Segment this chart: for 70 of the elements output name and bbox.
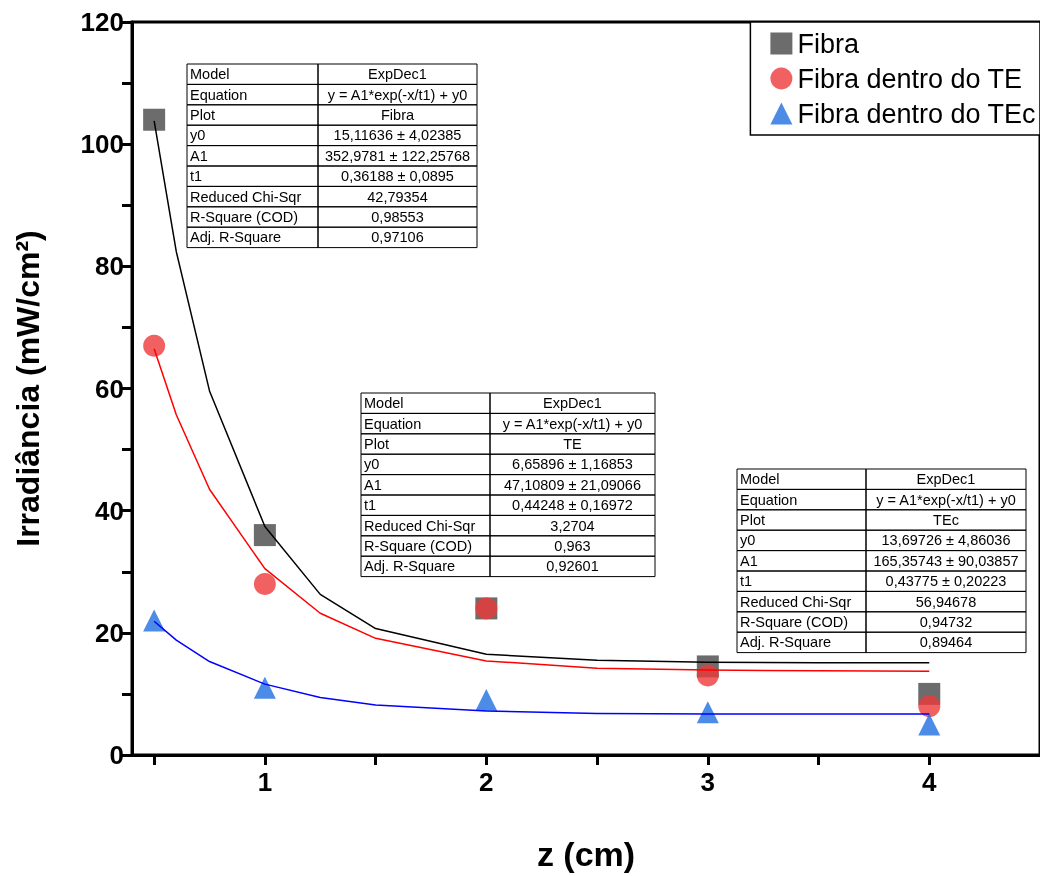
y-tick-label: 80	[95, 251, 124, 282]
annotation: R-Square (COD)	[740, 614, 848, 630]
annotation: TEc	[933, 512, 959, 528]
annotation: 42,79354	[367, 188, 428, 205]
y-tick-label: 100	[80, 129, 124, 160]
annotation: y = A1*exp(-x/t1) + y0	[876, 491, 1016, 508]
annotation: Plot	[740, 512, 765, 528]
annotation: Equation	[190, 86, 248, 103]
annotation: Reduced Chi-Sqr	[190, 188, 302, 205]
annotation: Fibra	[380, 107, 415, 123]
legend-label: Fibra	[797, 28, 860, 59]
y-tick-label: 120	[80, 7, 124, 37]
y-axis-title: Irradiância (mW/cm²)	[10, 230, 46, 547]
annotation: ExpDec1	[916, 471, 976, 488]
annotation: 0,94732	[919, 614, 973, 630]
annotation: Reduced Chi-Sqr	[364, 517, 476, 534]
y-tick-label: 20	[95, 617, 124, 648]
annotation: 47,10809 ± 21,09066	[504, 476, 641, 493]
annotation: 165,35743 ± 90,03857	[873, 552, 1019, 569]
annotation: 0,963	[554, 538, 591, 554]
annotation: TE	[563, 436, 583, 452]
annotation: y0	[190, 127, 206, 144]
annotation: y0	[740, 532, 756, 549]
annotation: ExpDec1	[543, 395, 602, 412]
annotation: Equation	[364, 415, 422, 432]
annotation: t1	[364, 497, 377, 514]
annotation: 0,98553	[371, 209, 424, 225]
annotation: 13,69726 ± 4,86036	[881, 532, 1011, 549]
annotation: y0	[364, 456, 380, 473]
annotation: Equation	[740, 491, 798, 508]
annotation: A1	[740, 552, 758, 569]
y-tick-label: 0	[109, 740, 124, 770]
annotation: 56,94678	[915, 593, 977, 610]
y-tick-label: 40	[95, 495, 124, 526]
annotation: Model	[364, 395, 404, 412]
annotation: A1	[364, 476, 382, 493]
annotation: Plot	[364, 436, 389, 452]
x-tick-label: 1	[257, 767, 273, 797]
annotation: Adj. R-Square	[740, 634, 832, 651]
annotation: 0,89464	[919, 634, 973, 651]
legend-label: Fibra dentro do TEc	[797, 98, 1036, 129]
annotation: Adj. R-Square	[364, 558, 456, 575]
annotation: 0,43775 ± 0,20223	[885, 573, 1007, 590]
annotation: 6,65896 ± 1,16853	[512, 456, 633, 473]
annotation: A1	[190, 147, 208, 164]
y-tick-label: 60	[95, 373, 124, 404]
annotation: 352,9781 ± 122,25768	[324, 147, 471, 164]
annotation: Reduced Chi-Sqr	[740, 593, 852, 610]
annotation: 3,2704	[550, 517, 595, 534]
annotation: R-Square (COD)	[364, 538, 472, 554]
x-axis-title: z (cm)	[536, 835, 636, 873]
annotation: 0,92601	[546, 558, 599, 575]
annotation: Model	[190, 66, 230, 83]
annotation: ExpDec1	[368, 66, 427, 83]
annotation: t1	[190, 168, 203, 185]
annotation: Adj. R-Square	[190, 229, 282, 246]
annotation: 15,11636 ± 4,02385	[333, 127, 462, 144]
legend-label: Fibra dentro do TE	[797, 63, 1023, 94]
x-tick-label: 3	[700, 767, 716, 797]
annotation: 0,36188 ± 0,0895	[341, 168, 454, 185]
x-tick-label: 4	[922, 767, 938, 797]
annotation: y = A1*exp(-x/t1) + y0	[327, 86, 468, 103]
annotation: 0,97106	[371, 229, 424, 246]
annotation: Plot	[190, 107, 215, 123]
annotation: t1	[740, 573, 753, 590]
annotation: 0,44248 ± 0,16972	[512, 497, 633, 514]
annotation: Model	[740, 471, 780, 488]
annotation: y = A1*exp(-x/t1) + y0	[502, 415, 643, 432]
x-tick-label: 2	[479, 767, 494, 797]
annotation: R-Square (COD)	[190, 209, 298, 225]
